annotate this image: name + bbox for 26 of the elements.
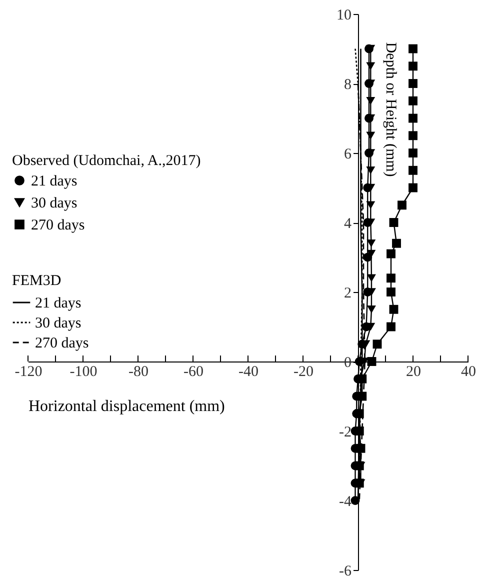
legend-label: 21 days	[31, 174, 78, 190]
x-tick-label: -20	[294, 364, 314, 380]
x-tick-label: 40	[461, 364, 476, 380]
legend-label: 270 days	[31, 218, 85, 234]
x-tick-label: 20	[406, 364, 421, 380]
x-tick-label: -80	[128, 364, 148, 380]
y-tick-label: -6	[339, 564, 352, 580]
y-tick-label: -4	[339, 494, 352, 510]
x-tick-label: -120	[14, 364, 42, 380]
y-tick-label: 10	[336, 8, 352, 24]
legend-label: 30 days	[31, 196, 78, 212]
text: Observed (Udomchai, A.,2017)	[12, 153, 201, 169]
x-tick-label: -60	[184, 364, 204, 380]
y-tick-label: 6	[344, 146, 352, 162]
legend-label: 21 days	[35, 296, 82, 312]
y-axis-title: Depth or Height (mm)	[382, 42, 398, 177]
x-axis-title: Horizontal displacement (mm)	[28, 398, 225, 415]
legend-label: 30 days	[35, 316, 82, 332]
text: FEM3D	[12, 273, 62, 289]
y-tick-label: 4	[344, 216, 352, 232]
legend-label: 270 days	[35, 336, 89, 352]
y-tick-label: -2	[339, 424, 352, 440]
y-tick-label: 8	[344, 77, 352, 93]
x-tick-label: -100	[70, 364, 98, 380]
x-tick-label: -40	[238, 364, 258, 380]
y-tick-label: 2	[344, 286, 352, 302]
